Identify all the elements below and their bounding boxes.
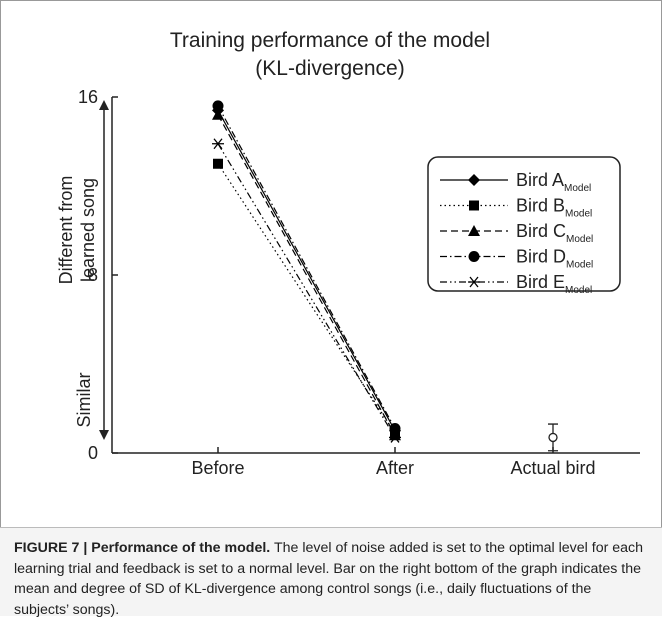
legend-label: Bird CModel: [516, 221, 593, 245]
chart-title: (KL-divergence): [255, 57, 404, 80]
marker-circle: [389, 423, 401, 435]
legend-subscript: Model: [566, 234, 593, 245]
x-tick-label: Before: [191, 458, 244, 478]
series-line: [217, 143, 396, 438]
marker-square: [469, 200, 479, 211]
caption: FIGURE 7 | Performance of the model. The…: [0, 527, 662, 618]
y-label: Different from: [56, 176, 76, 285]
y-label: Similar: [74, 372, 94, 427]
legend-label: Bird DModel: [516, 247, 593, 271]
marker-square: [213, 158, 223, 169]
x-tick-label: Actual bird: [510, 458, 595, 478]
marker-asterisk: [212, 138, 224, 150]
legend-label: Bird BModel: [516, 196, 592, 220]
marker-triangle: [212, 108, 224, 120]
marker-asterisk: [389, 432, 401, 443]
marker-circle: [212, 100, 224, 112]
series-line: [217, 114, 396, 436]
y-tick-label: 16: [78, 87, 98, 107]
legend-subscript: Model: [565, 209, 592, 220]
x-tick-label: After: [376, 458, 414, 478]
chart-title: Training performance of the model: [170, 29, 490, 52]
marker-triangle: [468, 225, 480, 236]
y-label: learned song: [78, 178, 98, 282]
series-line: [217, 105, 396, 429]
legend-name: Bird D: [516, 247, 566, 267]
legend-name: Bird E: [516, 272, 565, 292]
legend-name: Bird A: [516, 170, 564, 190]
marker-diamond: [468, 174, 480, 186]
y-tick-label: 8: [88, 265, 98, 285]
series-line: [217, 110, 396, 432]
mean-point: [548, 432, 558, 443]
marker-asterisk: [468, 276, 480, 288]
caption-text: The level of noise added is set to the o…: [14, 540, 644, 618]
y-tick-label: 0: [88, 443, 98, 463]
legend-label: Bird AModel: [516, 170, 591, 194]
legend-name: Bird C: [516, 221, 566, 241]
caption-label: FIGURE 7 | Performance of the model.: [14, 540, 271, 556]
legend-label: Bird EModel: [516, 272, 592, 296]
legend-subscript: Model: [564, 183, 591, 194]
legend-name: Bird B: [516, 196, 565, 216]
legend-subscript: Model: [566, 260, 593, 271]
legend-subscript: Model: [565, 285, 592, 296]
chart: Training performance of the model (KL-di…: [56, 29, 640, 478]
marker-circle: [468, 251, 480, 262]
